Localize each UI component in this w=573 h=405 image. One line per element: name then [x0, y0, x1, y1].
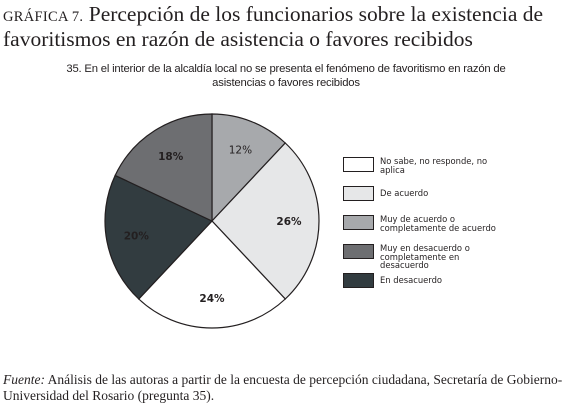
slice-label-2: 24% — [199, 293, 225, 305]
slice-label-1: 26% — [276, 216, 302, 228]
legend-swatch — [343, 157, 374, 172]
legend-label: En desacuerdo — [380, 275, 443, 285]
pie-slice-2 — [137, 220, 287, 329]
legend-swatch — [343, 215, 374, 230]
legend-label: No sabe, no responde, no aplica — [380, 156, 488, 175]
pie-slice-0 — [211, 113, 287, 223]
legend-label: Muy en desacuerdo o completamente en des… — [380, 243, 470, 271]
pie-slice-1 — [211, 142, 320, 300]
figure-label: GRÁFICA 7. — [3, 9, 84, 25]
slice-label-0: 12% — [229, 144, 252, 156]
source-note: Fuente: Análisis de las autoras a partir… — [3, 372, 571, 403]
legend-swatch — [343, 273, 374, 288]
legend-swatch — [343, 244, 374, 259]
legend-label: Muy de acuerdo o completamente de acuerd… — [380, 214, 496, 233]
figure-heading: GRÁFICA 7. Percepción de los funcionario… — [3, 3, 569, 50]
slice-label-4: 18% — [158, 151, 184, 163]
chart-title: 35. En el interior de la alcaldía local … — [66, 63, 506, 89]
figure-title: Percepción de los funcionarios sobre la … — [3, 2, 544, 51]
source-label: Fuente: — [3, 372, 45, 387]
legend-swatch — [343, 186, 374, 201]
source-text: Análisis de las autoras a partir de la e… — [3, 372, 563, 403]
pie-slice-3 — [104, 174, 214, 300]
pie-slice-4 — [114, 113, 213, 222]
legend-label: De acuerdo — [380, 188, 429, 198]
slice-label-3: 20% — [124, 230, 150, 242]
